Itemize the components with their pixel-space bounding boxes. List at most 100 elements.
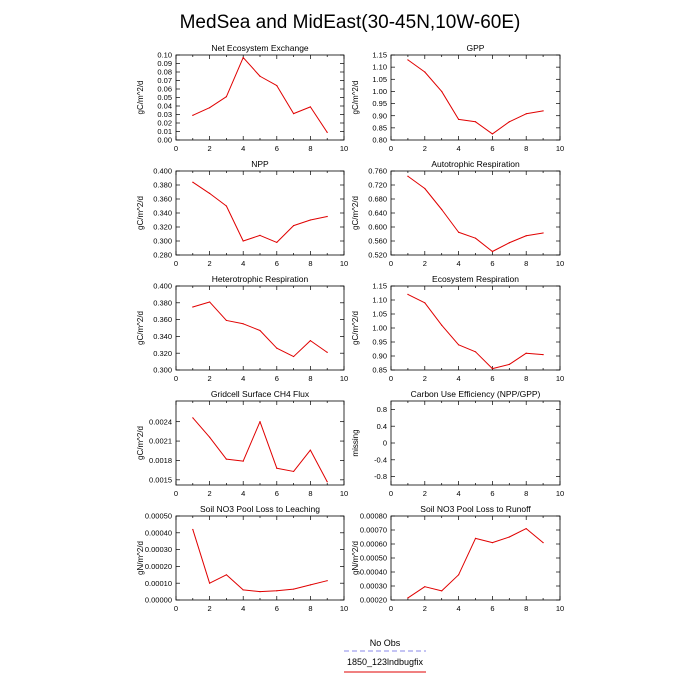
panel-6: Gridcell Surface CH4 Flux 0 2 4 6 8 10 0.0015 0.… bbox=[136, 389, 348, 498]
y-axis-label: gC/m^2/d bbox=[136, 311, 145, 345]
x-tick-label: 10 bbox=[556, 374, 564, 383]
y-tick-label: 0.00030 bbox=[145, 545, 172, 554]
y-tick-label: -0.8 bbox=[374, 472, 387, 481]
y-tick-label: 0.0021 bbox=[149, 437, 172, 446]
data-point bbox=[326, 481, 328, 483]
x-tick-label: 2 bbox=[208, 144, 212, 153]
data-point bbox=[293, 113, 295, 115]
data-point bbox=[542, 232, 544, 234]
x-tick-label: 6 bbox=[490, 489, 494, 498]
panel-title: Soil NO3 Pool Loss to Runoff bbox=[420, 504, 531, 514]
y-tick-label: 0 bbox=[383, 439, 387, 448]
x-tick-label: 2 bbox=[423, 144, 427, 153]
data-point bbox=[542, 542, 544, 544]
data-point bbox=[259, 329, 261, 332]
data-point bbox=[293, 588, 295, 590]
data-point bbox=[309, 449, 311, 451]
x-tick-label: 0 bbox=[174, 604, 178, 613]
y-tick-label: 0.320 bbox=[153, 223, 172, 232]
y-tick-label: 1.15 bbox=[372, 282, 387, 291]
x-tick-label: 4 bbox=[457, 489, 461, 498]
y-tick-label: 0.02 bbox=[157, 119, 172, 128]
x-tick-label: 4 bbox=[457, 259, 461, 268]
data-point bbox=[508, 363, 510, 365]
x-tick-label: 10 bbox=[556, 144, 564, 153]
panel-title: Net Ecosystem Exchange bbox=[211, 43, 309, 53]
x-tick-label: 6 bbox=[275, 144, 279, 153]
x-tick-label: 0 bbox=[389, 259, 393, 268]
x-tick-label: 8 bbox=[308, 144, 312, 153]
data-point bbox=[458, 344, 460, 346]
data-point bbox=[225, 319, 227, 322]
data-point bbox=[225, 96, 227, 98]
x-tick-label: 0 bbox=[389, 144, 393, 153]
x-tick-label: 0 bbox=[389, 374, 393, 383]
panel-5: Ecosystem Respiration 0 2 4 6 8 10 0.85 0.90 0.95… bbox=[351, 274, 564, 383]
y-tick-label: 0.00080 bbox=[360, 512, 387, 521]
data-point bbox=[259, 591, 261, 593]
data-point bbox=[525, 352, 527, 354]
y-tick-label: 0.04 bbox=[157, 102, 172, 111]
y-tick-label: 1.10 bbox=[372, 296, 387, 305]
x-tick-label: 8 bbox=[524, 604, 528, 613]
y-tick-label: 0.85 bbox=[372, 366, 387, 375]
data-point bbox=[441, 590, 443, 592]
data-point bbox=[458, 118, 460, 120]
data-point bbox=[474, 537, 477, 540]
panel-title: GPP bbox=[467, 43, 485, 53]
y-tick-label: 0.01 bbox=[157, 127, 172, 136]
x-tick-label: 6 bbox=[275, 604, 279, 613]
y-axis-label: missing bbox=[351, 429, 360, 456]
x-tick-label: 10 bbox=[556, 259, 564, 268]
data-point bbox=[276, 347, 278, 349]
y-tick-label: 1.00 bbox=[372, 324, 387, 333]
data-point bbox=[225, 205, 227, 207]
y-tick-label: 0.00040 bbox=[360, 568, 387, 577]
data-point bbox=[276, 241, 278, 243]
x-tick-label: 2 bbox=[208, 374, 212, 383]
data-point bbox=[209, 582, 211, 584]
x-tick-label: 2 bbox=[208, 489, 212, 498]
y-tick-label: 0.05 bbox=[157, 93, 172, 102]
y-tick-label: 0.07 bbox=[157, 76, 172, 85]
data-point bbox=[192, 181, 194, 183]
data-point bbox=[542, 110, 544, 112]
x-tick-label: 0 bbox=[389, 489, 393, 498]
panel-3: Autotrophic Respiration 0 2 4 6 8 10 0.520 0.560… bbox=[351, 159, 564, 268]
y-tick-label: 0.400 bbox=[153, 282, 172, 291]
panel-title: NPP bbox=[251, 159, 269, 169]
y-tick-label: 0.00040 bbox=[145, 528, 172, 537]
data-point bbox=[441, 90, 443, 93]
x-tick-label: 2 bbox=[208, 259, 212, 268]
data-point bbox=[326, 351, 328, 353]
data-point bbox=[407, 597, 409, 599]
x-tick-label: 2 bbox=[423, 604, 427, 613]
y-tick-label: 0.380 bbox=[153, 298, 172, 307]
y-tick-label: 0.03 bbox=[157, 110, 172, 119]
data-point bbox=[225, 458, 227, 460]
data-point bbox=[309, 106, 311, 108]
data-point bbox=[209, 436, 211, 438]
panel-1: GPP 0 2 4 6 8 10 0.80 0.85 0.90 0.95 1.00 1.05 1.10 1.… bbox=[351, 43, 564, 153]
y-tick-label: 0.300 bbox=[153, 237, 172, 246]
data-point bbox=[326, 580, 328, 582]
data-point bbox=[242, 56, 244, 59]
y-tick-label: 0.85 bbox=[372, 123, 387, 132]
data-point bbox=[508, 242, 510, 244]
legend-label-no-obs: No Obs bbox=[370, 638, 401, 648]
data-point bbox=[259, 421, 261, 423]
y-tick-label: 0.340 bbox=[153, 209, 172, 218]
y-tick-label: 1.10 bbox=[372, 63, 387, 72]
panel-4: Heterotrophic Respiration 0 2 4 6 8 10 0.300 0.3… bbox=[136, 274, 348, 383]
y-tick-label: 0.760 bbox=[368, 167, 387, 176]
y-tick-label: 0.00 bbox=[157, 136, 172, 145]
x-tick-label: 6 bbox=[275, 374, 279, 383]
y-tick-label: 0.520 bbox=[368, 251, 387, 260]
y-axis-label: gC/m^2/d bbox=[351, 196, 360, 230]
data-point bbox=[192, 417, 194, 419]
y-tick-label: 0.0018 bbox=[149, 456, 172, 465]
panel-2: NPP 0 2 4 6 8 10 0.280 0.300 0.320 0.340 0.360 0.380… bbox=[136, 159, 348, 268]
data-point bbox=[276, 467, 278, 469]
x-tick-label: 0 bbox=[174, 374, 178, 383]
